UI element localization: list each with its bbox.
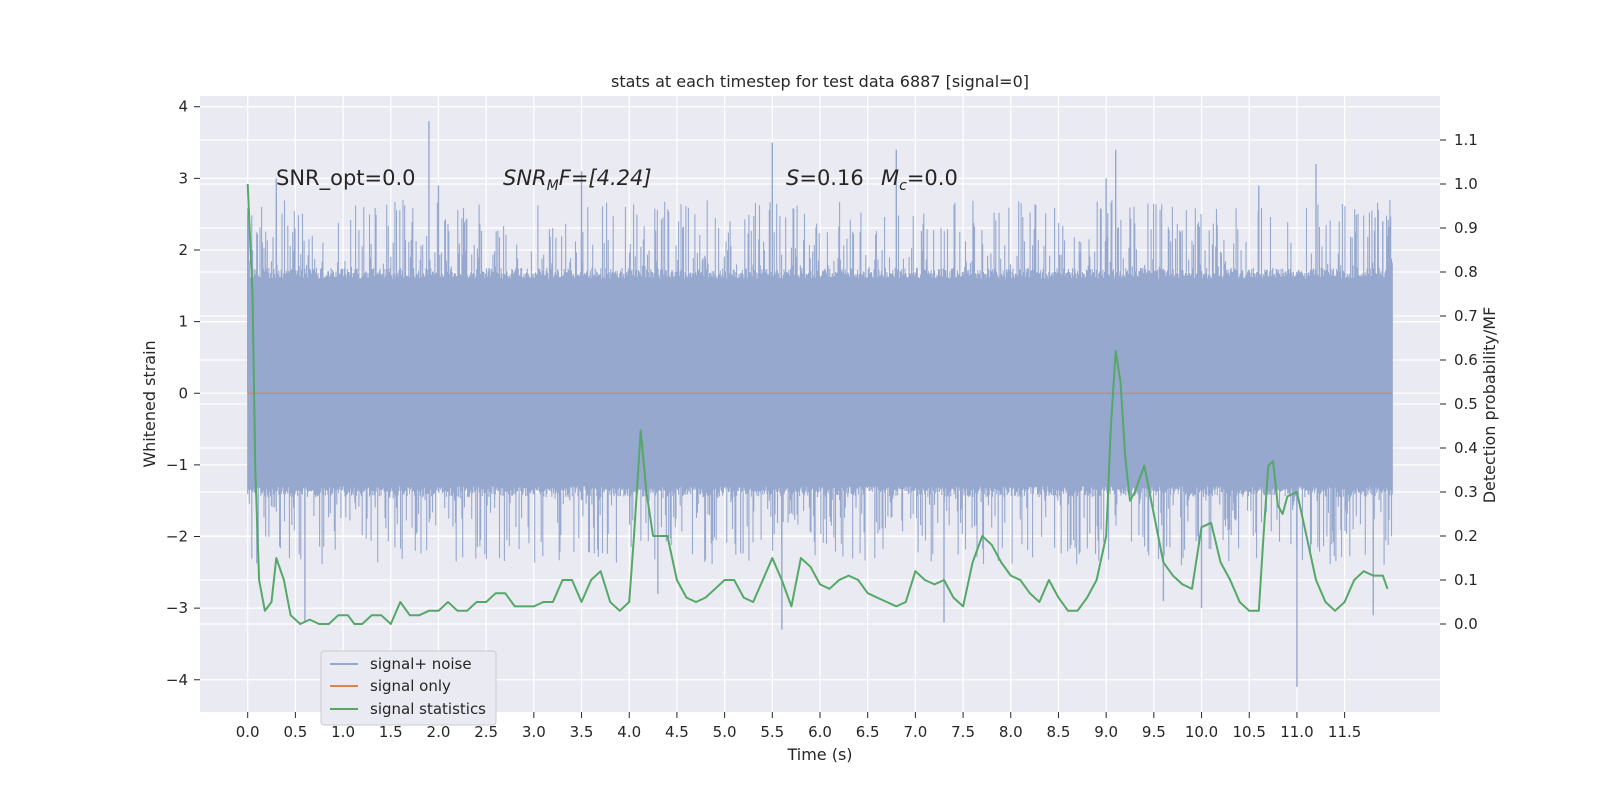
snr-mf-base: SNR: [503, 166, 547, 190]
x-tick-label: 4.5: [665, 723, 689, 741]
legend: signal+ noise signal only signal statist…: [320, 650, 497, 726]
snr-mf-rest: F=[4.24]: [559, 166, 652, 190]
x-tick-label: 11.5: [1328, 723, 1361, 741]
annotation-snr-mf: SNRMF=[4.24]: [503, 166, 652, 194]
y2-tick-label: 0.3: [1454, 483, 1478, 501]
x-tick-label: 3.5: [570, 723, 594, 741]
x-tick-label: 7.0: [903, 723, 927, 741]
y2-tick-label: 0.6: [1454, 351, 1478, 369]
s-symbol: S: [786, 166, 799, 190]
y-tick-label: −3: [166, 599, 188, 617]
y-tick-label: 1: [178, 313, 188, 331]
mc-value: =0.0: [907, 166, 958, 190]
y2-tick-label: 1.0: [1454, 175, 1478, 193]
noise-series: [246, 121, 1393, 687]
y2-tick-label: 0.7: [1454, 307, 1478, 325]
signal-statistics-series: [246, 183, 1389, 625]
annotation-snr-opt: SNR_opt=0.0: [276, 166, 416, 191]
x-tick-label: 9.5: [1142, 723, 1166, 741]
y2-tick-label: 0.8: [1454, 263, 1478, 281]
y-tick-label: −4: [166, 671, 188, 689]
x-tick-label: 10.0: [1185, 723, 1218, 741]
y-tick-label: 0: [178, 384, 188, 402]
legend-box: [320, 650, 497, 726]
x-tick-label: 1.5: [379, 723, 403, 741]
x-tick-label: 11.0: [1280, 723, 1313, 741]
y-tick-label: 2: [178, 241, 188, 259]
x-tick-label: 9.0: [1094, 723, 1118, 741]
y-tick-label: 4: [178, 98, 188, 116]
annotation-s: S=0.16: [786, 166, 864, 190]
x-tick-label: 0.0: [236, 723, 260, 741]
x-tick-label: 4.0: [617, 723, 641, 741]
legend-label-stats: signal statistics: [370, 700, 486, 718]
y2-tick-label: 1.1: [1454, 131, 1478, 149]
y2-tick-label: 0.2: [1454, 527, 1478, 545]
y-tick-label: 3: [178, 169, 188, 187]
signal-statistics-line: [246, 183, 1389, 625]
y2-tick-label: 0.5: [1454, 395, 1478, 413]
y-tick-label: −1: [166, 456, 188, 474]
x-tick-label: 10.5: [1233, 723, 1266, 741]
x-tick-label: 5.0: [713, 723, 737, 741]
x-axis-label: Time (s): [786, 745, 852, 764]
legend-label-signal: signal only: [370, 677, 451, 695]
x-tick-label: 6.0: [808, 723, 832, 741]
y2-axis-label: Detection probability/MF: [1480, 307, 1499, 504]
snr-mf-sub: M: [547, 178, 559, 194]
mc-subscript: c: [899, 178, 907, 194]
y-tick-label: −2: [166, 528, 188, 546]
tick-labels: 0.0 0.5 1.0 1.5 2.0 2.5 3.0 3.5 4.0 4.5 5.0 5.5 6.0 6…: [166, 98, 1478, 741]
y2-tick-label: 0.9: [1454, 219, 1478, 237]
x-tick-label: 1.0: [331, 723, 355, 741]
mc-symbol: M: [881, 166, 899, 190]
legend-label-noise: signal+ noise: [370, 655, 472, 673]
x-tick-label: 0.5: [283, 723, 307, 741]
x-tick-label: 3.0: [522, 723, 546, 741]
y2-tick-label: 0.0: [1454, 615, 1478, 633]
y-axis-label: Whitened strain: [140, 340, 159, 467]
y2-tick-label: 0.1: [1454, 571, 1478, 589]
y2-tick-label: 0.4: [1454, 439, 1478, 457]
x-tick-label: 2.5: [474, 723, 498, 741]
x-tick-label: 8.0: [999, 723, 1023, 741]
x-tick-label: 6.5: [856, 723, 880, 741]
x-tick-label: 7.5: [951, 723, 975, 741]
x-tick-label: 2.0: [427, 723, 451, 741]
annotation-mc: Mc=0.0: [881, 166, 958, 194]
x-tick-label: 5.5: [760, 723, 784, 741]
s-value: =0.16: [799, 166, 863, 190]
x-tick-label: 8.5: [1047, 723, 1071, 741]
chart-title: stats at each timestep for test data 688…: [611, 72, 1029, 91]
